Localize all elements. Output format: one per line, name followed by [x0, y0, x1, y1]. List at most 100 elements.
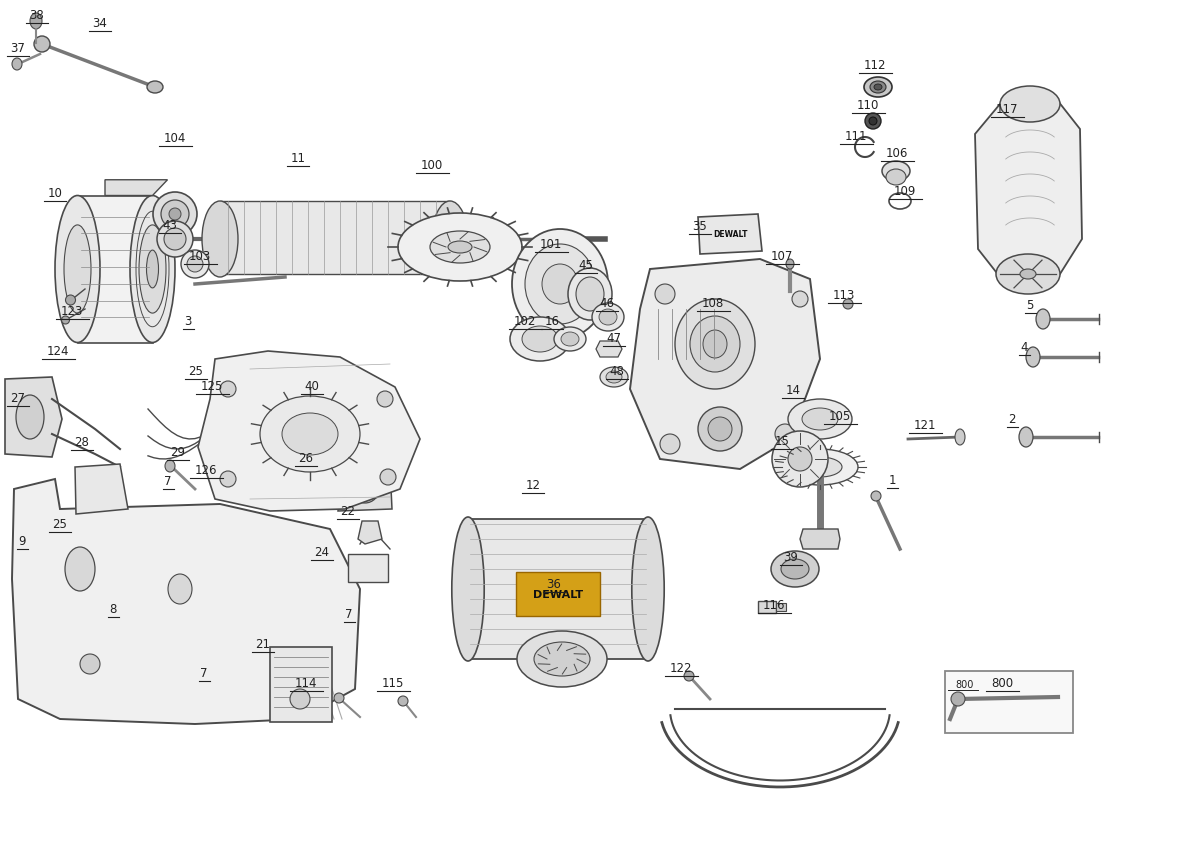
Ellipse shape [452, 517, 485, 661]
Bar [946, 672, 1073, 734]
Ellipse shape [66, 295, 76, 306]
Text: 7: 7 [164, 474, 172, 487]
Bar [758, 601, 776, 613]
Ellipse shape [844, 300, 853, 310]
Ellipse shape [157, 222, 193, 257]
Ellipse shape [562, 332, 580, 347]
Polygon shape [358, 522, 382, 544]
Ellipse shape [139, 226, 166, 313]
Ellipse shape [952, 692, 965, 706]
Text: 28: 28 [74, 436, 90, 449]
Polygon shape [335, 387, 395, 461]
Ellipse shape [798, 457, 842, 478]
Bar [270, 647, 332, 722]
Polygon shape [596, 342, 622, 357]
Text: 15: 15 [774, 435, 790, 448]
Text: 117: 117 [996, 102, 1019, 116]
Ellipse shape [80, 654, 100, 674]
Text: 38: 38 [30, 9, 44, 22]
Text: 111: 111 [845, 130, 868, 143]
Ellipse shape [398, 697, 408, 706]
Ellipse shape [398, 214, 522, 282]
Ellipse shape [1036, 310, 1050, 330]
Ellipse shape [882, 162, 910, 182]
Text: DEWALT: DEWALT [533, 589, 583, 599]
Text: 105: 105 [829, 410, 851, 423]
Text: 12: 12 [526, 479, 540, 492]
Text: 45: 45 [578, 258, 594, 272]
Text: 27: 27 [11, 392, 25, 405]
Text: 25: 25 [53, 517, 67, 530]
Text: 4: 4 [1020, 341, 1027, 354]
Text: 124: 124 [47, 344, 70, 357]
Ellipse shape [698, 407, 742, 451]
Text: 34: 34 [92, 17, 108, 30]
Ellipse shape [168, 574, 192, 604]
Polygon shape [800, 530, 840, 549]
Ellipse shape [869, 118, 877, 126]
Ellipse shape [64, 226, 91, 313]
Ellipse shape [169, 208, 181, 220]
Ellipse shape [996, 255, 1060, 294]
Text: 104: 104 [164, 132, 186, 145]
Text: 40: 40 [305, 380, 319, 393]
Ellipse shape [55, 196, 100, 343]
Ellipse shape [146, 251, 158, 288]
Text: 100: 100 [421, 158, 443, 172]
Ellipse shape [775, 424, 796, 444]
Ellipse shape [599, 310, 617, 325]
Text: 126: 126 [194, 463, 217, 476]
Polygon shape [12, 480, 360, 724]
Ellipse shape [352, 435, 372, 455]
Ellipse shape [781, 560, 809, 579]
Text: DEWALT: DEWALT [713, 230, 748, 239]
Ellipse shape [772, 431, 828, 487]
Text: 24: 24 [314, 545, 330, 558]
Ellipse shape [164, 229, 186, 251]
Ellipse shape [202, 201, 238, 278]
Text: 125: 125 [200, 380, 223, 393]
Text: 2: 2 [1008, 412, 1015, 425]
Ellipse shape [870, 82, 886, 94]
Ellipse shape [788, 400, 852, 439]
Ellipse shape [352, 475, 379, 504]
Text: 22: 22 [341, 505, 355, 517]
Text: 106: 106 [886, 147, 908, 160]
Ellipse shape [786, 260, 794, 269]
Ellipse shape [606, 372, 622, 383]
Text: 47: 47 [606, 331, 622, 344]
Ellipse shape [130, 196, 175, 343]
Text: 7: 7 [200, 666, 208, 679]
Text: 5: 5 [1026, 299, 1033, 312]
Ellipse shape [474, 218, 486, 262]
Text: 800: 800 [955, 679, 973, 689]
Text: 101: 101 [540, 238, 562, 251]
Ellipse shape [632, 517, 665, 661]
Ellipse shape [684, 672, 694, 681]
Ellipse shape [802, 408, 838, 430]
Ellipse shape [886, 170, 906, 186]
Ellipse shape [462, 218, 474, 262]
Ellipse shape [350, 400, 374, 424]
Text: 16: 16 [545, 314, 559, 328]
Polygon shape [5, 378, 62, 457]
Text: 102: 102 [514, 314, 536, 328]
Ellipse shape [782, 449, 858, 486]
Polygon shape [468, 519, 648, 660]
Polygon shape [76, 464, 128, 514]
Polygon shape [198, 351, 420, 511]
Text: 39: 39 [784, 550, 798, 563]
Ellipse shape [554, 328, 586, 351]
Ellipse shape [772, 551, 820, 587]
Ellipse shape [486, 218, 498, 262]
Ellipse shape [448, 242, 472, 254]
Ellipse shape [1000, 87, 1060, 123]
Ellipse shape [166, 461, 175, 473]
Text: 14: 14 [786, 383, 800, 397]
Text: 29: 29 [170, 445, 186, 458]
Bar [776, 604, 786, 611]
Ellipse shape [955, 430, 965, 445]
Text: 21: 21 [256, 637, 270, 650]
Text: 109: 109 [894, 185, 916, 198]
Text: 108: 108 [702, 297, 724, 310]
